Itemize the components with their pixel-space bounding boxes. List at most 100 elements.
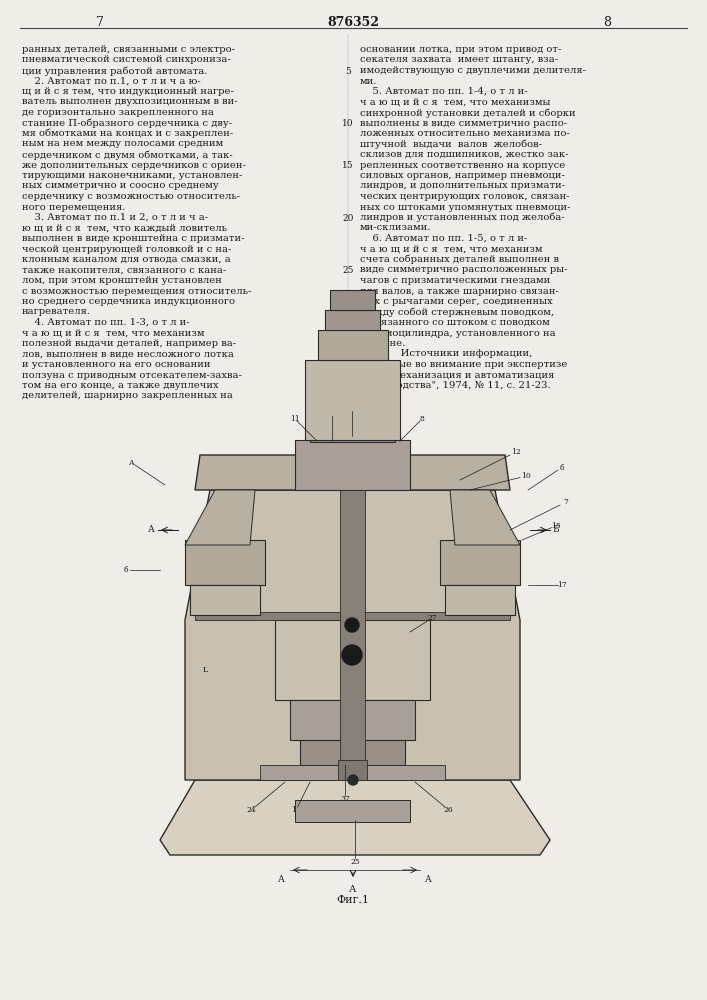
Text: ложенных относительно механизма по-: ложенных относительно механизма по- — [360, 129, 570, 138]
Text: делителей, шарнирно закрепленных на: делителей, шарнирно закрепленных на — [22, 391, 233, 400]
Text: ватель выполнен двухпозиционным в ви-: ватель выполнен двухпозиционным в ви- — [22, 98, 238, 106]
Text: секателя захвата  имеет штангу, вза-: секателя захвата имеет штангу, вза- — [360, 55, 558, 64]
Text: б: б — [124, 566, 129, 574]
Text: ми.: ми. — [360, 77, 378, 86]
Bar — [185, 540, 265, 585]
Text: силовых органов, например пневмоци-: силовых органов, например пневмоци- — [360, 171, 565, 180]
Text: виде симметрично расположенных ры-: виде симметрично расположенных ры- — [360, 265, 568, 274]
Bar — [325, 310, 380, 330]
Polygon shape — [160, 780, 550, 855]
Bar — [310, 390, 395, 442]
Text: 25: 25 — [350, 858, 360, 866]
Text: 8: 8 — [603, 15, 611, 28]
Text: 17: 17 — [556, 581, 566, 589]
Text: 16: 16 — [291, 806, 301, 814]
Polygon shape — [185, 490, 255, 545]
Text: 1. "Механизация и автоматизация: 1. "Механизация и автоматизация — [360, 370, 554, 379]
Text: пневматической системой синхрониза-: пневматической системой синхрониза- — [22, 55, 230, 64]
Text: ч а ю щ и й с я  тем, что механизмы: ч а ю щ и й с я тем, что механизмы — [360, 98, 550, 106]
Bar — [338, 760, 367, 780]
Bar — [300, 740, 405, 765]
Text: 7: 7 — [96, 15, 104, 28]
Bar — [295, 800, 410, 822]
Text: 24: 24 — [247, 806, 256, 814]
Text: выполнены в виде симметрично распо-: выполнены в виде симметрично распо- — [360, 118, 567, 127]
Bar — [195, 612, 510, 620]
Text: ным на нем между полосами средним: ным на нем между полосами средним — [22, 139, 223, 148]
Text: 27: 27 — [428, 614, 437, 622]
Text: 25: 25 — [342, 266, 354, 275]
Text: 3. Автомат по п.1 и 2, о т л и ч а-: 3. Автомат по п.1 и 2, о т л и ч а- — [22, 213, 208, 222]
Text: ных симметрично и соосно среднему: ных симметрично и соосно среднему — [22, 182, 218, 190]
Text: но среднего сердечника индукционного: но среднего сердечника индукционного — [22, 297, 235, 306]
Text: щ и й с я тем, что индукционный нагре-: щ и й с я тем, что индукционный нагре- — [22, 87, 234, 96]
Text: 6. Автомат по пп. 1-5, о т л и-: 6. Автомат по пп. 1-5, о т л и- — [360, 234, 527, 243]
Polygon shape — [195, 455, 510, 490]
Text: лов, выполнен в виде несложного лотка: лов, выполнен в виде несложного лотка — [22, 350, 234, 359]
Text: 10: 10 — [342, 119, 354, 128]
Bar — [445, 585, 515, 615]
Circle shape — [348, 775, 358, 785]
Text: линдров и установленных под желоба-: линдров и установленных под желоба- — [360, 213, 565, 223]
Text: 5. Автомат по пп. 1-4, о т л и-: 5. Автомат по пп. 1-4, о т л и- — [360, 87, 527, 96]
Text: де горизонтально закрепленного на: де горизонтально закрепленного на — [22, 108, 214, 117]
Text: 26: 26 — [444, 806, 453, 814]
Text: же дополнительных сердечников с ориен-: же дополнительных сердечников с ориен- — [22, 160, 246, 169]
Text: 11: 11 — [290, 415, 300, 423]
Text: б: б — [559, 464, 564, 472]
Text: станине П-образного сердечника с дву-: станине П-образного сердечника с дву- — [22, 118, 232, 128]
Text: нагревателя.: нагревателя. — [22, 308, 91, 316]
Text: L: L — [202, 666, 207, 674]
Text: 12: 12 — [511, 448, 521, 456]
Text: ных со штоками упомянутых пневмоци-: ных со штоками упомянутых пневмоци- — [360, 202, 571, 212]
Text: сердечником с двумя обмотками, а так-: сердечником с двумя обмотками, а так- — [22, 150, 233, 159]
Text: счета собранных деталей выполнен в: счета собранных деталей выполнен в — [360, 255, 559, 264]
Text: пневмоцилиндра, установленного на: пневмоцилиндра, установленного на — [360, 328, 556, 338]
Text: 15: 15 — [342, 161, 354, 170]
Text: мя обмотками на концах и с закреплен-: мя обмотками на концах и с закреплен- — [22, 129, 233, 138]
Bar — [275, 620, 430, 700]
Bar — [440, 540, 520, 585]
Text: сердечнику с возможностью относитель-: сердечнику с возможностью относитель- — [22, 192, 240, 201]
Text: ческих центрирующих головок, связан-: ческих центрирующих головок, связан- — [360, 192, 570, 201]
Text: ч а ю щ и й с я  тем, что механизм: ч а ю щ и й с я тем, что механизм — [22, 328, 204, 338]
Text: том на его конце, а также двуплечих: том на его конце, а также двуплечих — [22, 381, 218, 390]
Text: лом, при этом кронштейн установлен: лом, при этом кронштейн установлен — [22, 276, 222, 285]
Text: выполнен в виде кронштейна с призмати-: выполнен в виде кронштейна с призмати- — [22, 234, 245, 243]
Text: и связанного со штоком с поводком: и связанного со штоком с поводком — [360, 318, 550, 327]
Text: ческой центрирующей головкой и с на-: ческой центрирующей головкой и с на- — [22, 244, 231, 253]
Text: 10: 10 — [521, 472, 531, 480]
Text: 37: 37 — [340, 795, 350, 803]
Text: производства", 1974, № 11, с. 21-23.: производства", 1974, № 11, с. 21-23. — [360, 381, 551, 390]
Text: штучной  выдачи  валов  желобов-: штучной выдачи валов желобов- — [360, 139, 542, 149]
Bar — [360, 765, 445, 780]
Text: ползуна с приводным отсекателем-захва-: ползуна с приводным отсекателем-захва- — [22, 370, 242, 379]
Polygon shape — [450, 490, 520, 545]
Text: чагов с призматическими гнездами: чагов с призматическими гнездами — [360, 276, 550, 285]
Text: 35: 35 — [327, 409, 337, 417]
Text: Б: Б — [552, 526, 559, 534]
Text: А: А — [349, 885, 357, 894]
Text: также накопителя, связанного с кана-: также накопителя, связанного с кана- — [22, 265, 226, 274]
Text: и установленного на его основании: и установленного на его основании — [22, 360, 211, 369]
Text: основании лотка, при этом привод от-: основании лотка, при этом привод от- — [360, 45, 561, 54]
Text: линдров, и дополнительных призмати-: линдров, и дополнительных призмати- — [360, 182, 565, 190]
Text: 30: 30 — [342, 319, 354, 328]
Text: 5: 5 — [345, 67, 351, 76]
Text: ч а ю щ и й с я  тем, что механизм: ч а ю щ и й с я тем, что механизм — [360, 244, 542, 253]
Text: станине.: станине. — [360, 339, 407, 348]
Text: А: А — [425, 875, 432, 884]
Bar — [340, 490, 365, 780]
Text: ных с рычагами серег, соединенных: ных с рычагами серег, соединенных — [360, 297, 553, 306]
Text: ми-склизами.: ми-склизами. — [360, 224, 431, 232]
Text: А: А — [278, 875, 285, 884]
Text: тирующими наконечниками, установлен-: тирующими наконечниками, установлен- — [22, 171, 243, 180]
Text: Фиг.1: Фиг.1 — [337, 895, 370, 905]
Text: для валов, а также шарнирно связан-: для валов, а также шарнирно связан- — [360, 286, 559, 296]
Bar — [295, 440, 410, 490]
Bar — [305, 360, 400, 440]
Text: клонным каналом для отвода смазки, а: клонным каналом для отвода смазки, а — [22, 255, 230, 264]
Circle shape — [342, 645, 362, 665]
Text: принятые во внимание при экспертизе: принятые во внимание при экспертизе — [360, 360, 568, 369]
Text: ранных деталей, связанными с электро-: ранных деталей, связанными с электро- — [22, 45, 235, 54]
